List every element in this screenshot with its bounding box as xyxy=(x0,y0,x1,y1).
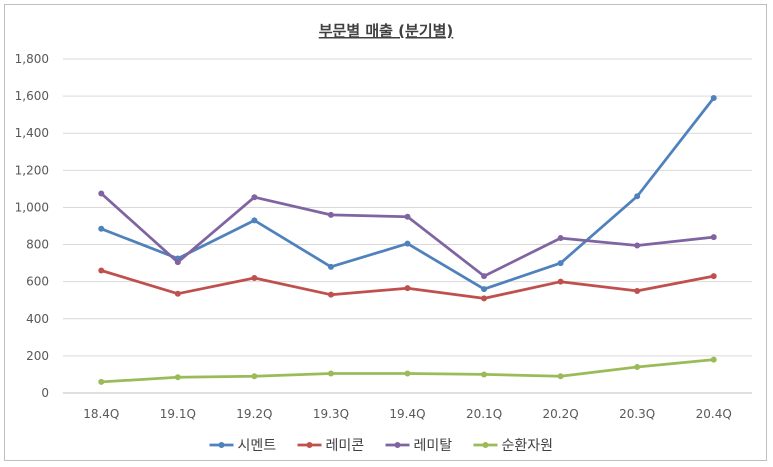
data-point xyxy=(481,295,488,302)
legend-label: 순환자원 xyxy=(502,438,554,454)
y-tick-label: 1,800 xyxy=(15,52,49,66)
chart-frame: 부문별 매출 (분기별) 0 200 400 600 800 1,000 1,200 1,40… xyxy=(4,4,767,461)
y-tick-label: 200 xyxy=(26,349,49,363)
data-point xyxy=(557,260,564,267)
y-tick-label: 400 xyxy=(26,312,49,326)
data-point xyxy=(251,274,258,281)
y-tick-label: 1,600 xyxy=(15,89,49,103)
data-point xyxy=(481,371,488,378)
series-layer xyxy=(98,94,717,385)
x-tick-label: 20.2Q xyxy=(543,407,579,421)
legend-label: 레미탈 xyxy=(414,438,453,454)
data-point xyxy=(404,213,411,220)
data-point xyxy=(557,278,564,285)
data-point xyxy=(98,378,105,385)
legend-label: 레미콘 xyxy=(326,438,365,454)
legend-label: 시멘트 xyxy=(238,438,277,454)
grid-layer xyxy=(63,58,752,394)
data-point xyxy=(327,263,334,270)
data-point xyxy=(557,373,564,380)
x-tick-label: 20.1Q xyxy=(466,407,502,421)
data-point xyxy=(634,287,641,294)
y-tick-label: 1,000 xyxy=(15,200,49,214)
x-tick-label: 19.3Q xyxy=(313,407,349,421)
data-point xyxy=(710,94,717,101)
x-tick-label: 20.3Q xyxy=(619,407,655,421)
legend-marker xyxy=(482,442,489,448)
data-point xyxy=(174,290,181,297)
chart-svg: 부문별 매출 (분기별) 0 200 400 600 800 1,000 1,200 1,40… xyxy=(15,22,752,454)
data-point xyxy=(98,190,105,197)
x-tick-label: 19.4Q xyxy=(389,407,425,421)
x-tick-label: 19.1Q xyxy=(160,407,196,421)
data-point xyxy=(327,291,334,298)
x-tick-label: 19.2Q xyxy=(236,407,272,421)
y-tick-label: 1,200 xyxy=(15,163,49,177)
data-point xyxy=(174,259,181,266)
data-point xyxy=(634,193,641,200)
data-point xyxy=(327,370,334,377)
x-tick-label: 18.4Q xyxy=(83,407,119,421)
x-axis-ticks: 18.4Q 19.1Q 19.2Q 19.3Q 19.4Q 20.1Q 20.2Q 20.3Q… xyxy=(83,407,732,421)
data-point xyxy=(557,235,564,242)
data-point xyxy=(251,217,258,224)
data-point xyxy=(404,285,411,292)
data-point xyxy=(404,370,411,377)
y-tick-label: 800 xyxy=(26,238,49,252)
data-point xyxy=(327,211,334,218)
series-line xyxy=(100,269,714,300)
legend-marker xyxy=(218,442,225,448)
y-axis-ticks: 0 200 400 600 800 1,000 1,200 1,400 1,600 1,800 xyxy=(15,52,49,400)
series-line xyxy=(100,97,715,291)
data-point xyxy=(98,225,105,232)
legend-marker xyxy=(306,442,313,448)
data-point xyxy=(634,364,641,371)
legend: 시멘트 레미콘 레미탈 순환자원 xyxy=(209,438,554,454)
y-tick-label: 0 xyxy=(41,386,49,400)
data-point xyxy=(251,373,258,380)
data-point xyxy=(481,273,488,280)
data-point xyxy=(98,267,105,274)
series-line xyxy=(100,192,714,278)
data-point xyxy=(634,242,641,249)
data-point xyxy=(710,273,717,280)
chart-title: 부문별 매출 (분기별) xyxy=(319,22,454,40)
data-point xyxy=(404,240,411,247)
legend-marker xyxy=(394,442,401,448)
x-tick-label: 20.4Q xyxy=(696,407,732,421)
y-tick-label: 1,400 xyxy=(15,126,49,140)
data-point xyxy=(174,374,181,381)
y-tick-label: 600 xyxy=(26,275,49,289)
data-point xyxy=(710,234,717,241)
data-point xyxy=(710,356,717,363)
data-point xyxy=(251,194,258,201)
data-point xyxy=(481,286,488,293)
